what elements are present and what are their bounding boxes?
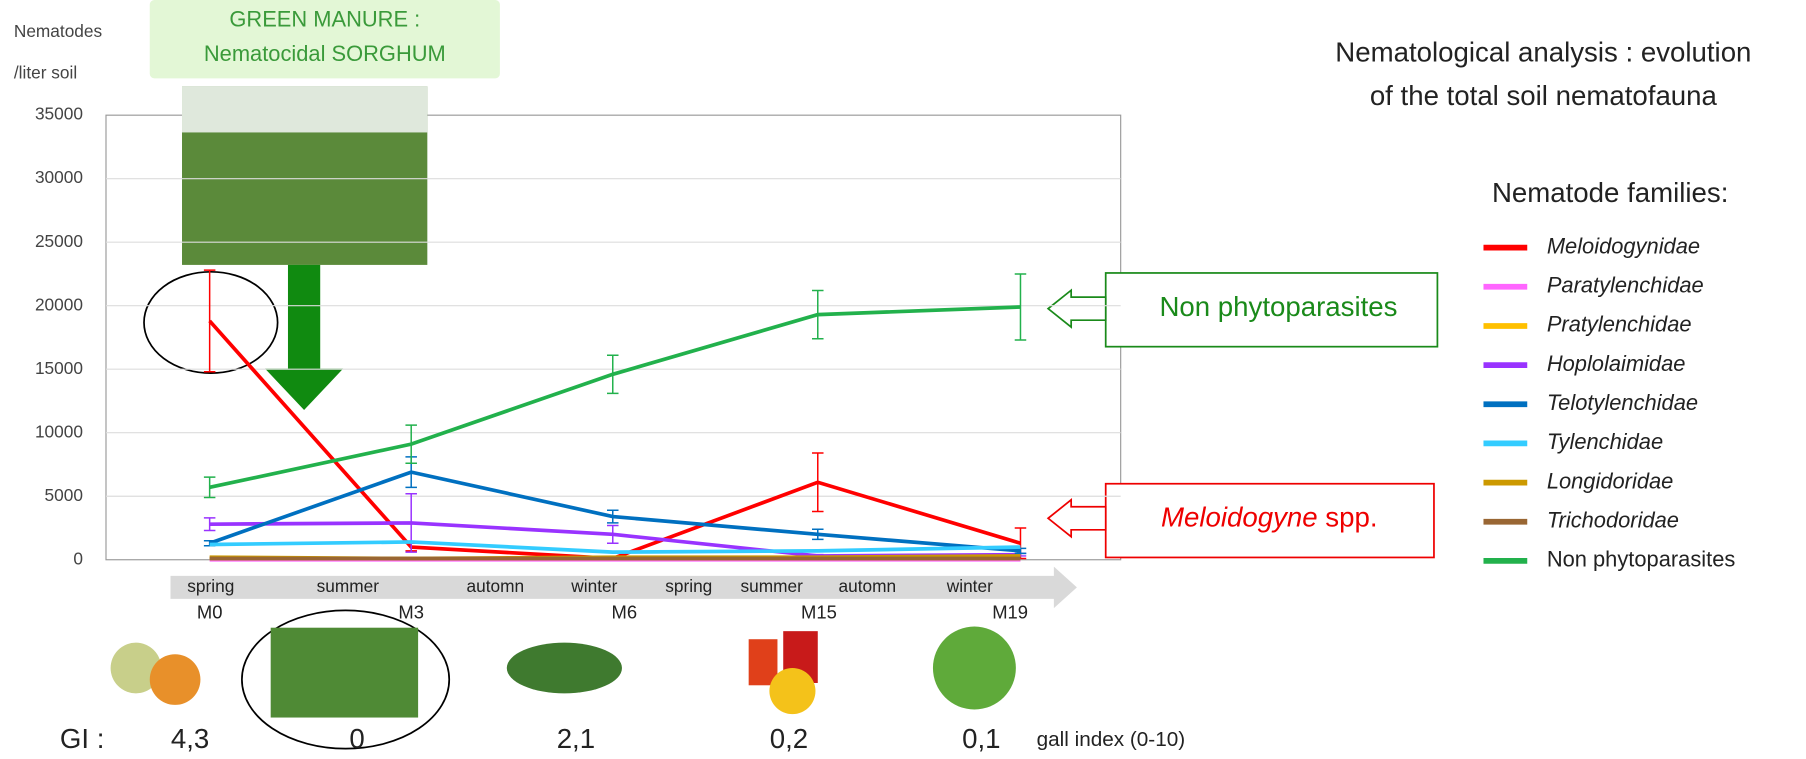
legend-label: Telotylenchidae xyxy=(1547,390,1698,415)
y-axis-label: Nematodes xyxy=(14,21,103,41)
page: {"chart_data": {"type": "line", "ylabel"… xyxy=(0,0,1806,759)
pepper-icon xyxy=(749,639,778,685)
pepper-icon xyxy=(769,668,815,714)
title: Nematological analysis : evolution xyxy=(1335,36,1751,67)
banner-text: Nematocidal SORGHUM xyxy=(204,41,446,66)
season-label: automn xyxy=(466,576,524,596)
y-tick-label: 10000 xyxy=(35,421,83,441)
gi-value: 0,2 xyxy=(770,723,808,754)
callout-text: Meloidogyne spp. xyxy=(1161,502,1378,533)
down-arrow xyxy=(265,265,343,410)
lettuce-icon xyxy=(933,627,1016,710)
series-line xyxy=(210,307,1021,487)
y-tick-label: 25000 xyxy=(35,231,83,251)
y-tick-label: 35000 xyxy=(35,104,83,124)
chard-icon xyxy=(507,643,622,694)
callout-italic: Meloidogyne xyxy=(1161,502,1318,533)
callout-arrow xyxy=(1048,500,1106,537)
legend-label: Paratylenchidae xyxy=(1547,273,1704,298)
gi-label: GI : xyxy=(60,723,105,754)
legend-label: Meloidogynidae xyxy=(1547,233,1700,258)
season-label: winter xyxy=(570,576,617,596)
callout-text: Non phytoparasites xyxy=(1159,291,1397,322)
season-label: spring xyxy=(665,576,712,596)
title: of the total soil nematofauna xyxy=(1370,80,1718,111)
chart: Nematodes /liter soil GREEN MANURE : Nem… xyxy=(0,0,1806,759)
season-label: automn xyxy=(838,576,896,596)
sorghum-photo-sky xyxy=(182,86,427,132)
legend-title: Nematode families: xyxy=(1492,177,1728,208)
legend-label: Pratylenchidae xyxy=(1547,312,1692,337)
banner-text: GREEN MANURE : xyxy=(229,7,420,32)
gi-note: gall index (0-10) xyxy=(1037,728,1186,751)
error-bar xyxy=(204,270,216,372)
legend-label: Non phytoparasites xyxy=(1547,547,1736,572)
season-label: summer xyxy=(741,576,804,596)
x-tick-label: M19 xyxy=(992,602,1028,623)
callout-arrow xyxy=(1048,290,1106,327)
x-tick-label: M3 xyxy=(398,602,424,623)
x-tick-label: M6 xyxy=(611,602,637,623)
y-axis-label: /liter soil xyxy=(14,62,77,82)
legend-label: Hoplolaimidae xyxy=(1547,351,1686,376)
y-tick-label: 5000 xyxy=(45,485,83,505)
season-label: summer xyxy=(317,576,380,596)
gi-value: 4,3 xyxy=(171,723,209,754)
callout-rest: spp. xyxy=(1318,502,1378,533)
x-tick-label: M0 xyxy=(197,602,223,623)
season-label: winter xyxy=(946,576,993,596)
y-tick-label: 0 xyxy=(73,548,83,568)
gi-value: 2,1 xyxy=(557,723,595,754)
y-tick-label: 15000 xyxy=(35,358,83,378)
legend-label: Tylenchidae xyxy=(1547,429,1663,454)
season-label: spring xyxy=(187,576,234,596)
x-tick-label: M15 xyxy=(801,602,837,623)
series-line xyxy=(210,472,1021,551)
greenhouse-photo xyxy=(271,628,418,718)
y-tick-label: 20000 xyxy=(35,294,83,314)
gi-value: 0,1 xyxy=(962,723,1000,754)
legend-label: Longidoridae xyxy=(1547,468,1674,493)
melon-icon xyxy=(150,654,201,705)
legend-label: Trichodoridae xyxy=(1547,508,1679,533)
gi-value: 0 xyxy=(349,723,364,754)
y-tick-label: 30000 xyxy=(35,167,83,187)
